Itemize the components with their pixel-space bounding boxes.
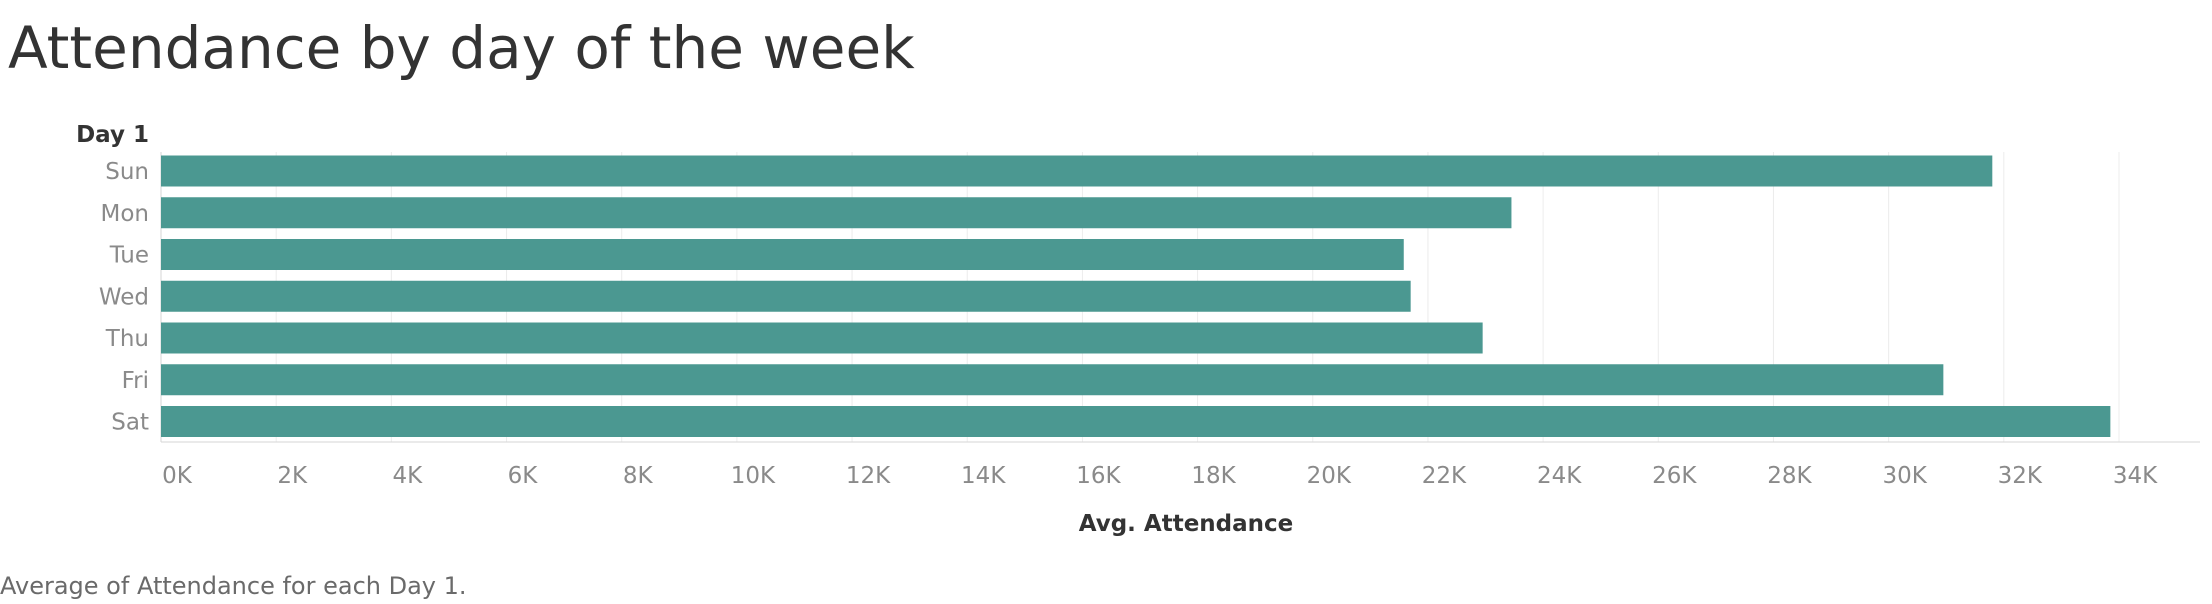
x-tick-label: 22K <box>1422 463 1467 489</box>
dimension-title: Day 1 <box>76 122 149 148</box>
x-tick-label: 8K <box>623 463 654 489</box>
bar-thu[interactable] <box>161 322 1483 354</box>
x-tick-label: 26K <box>1652 463 1697 489</box>
bars <box>161 155 2111 437</box>
x-tick-label: 0K <box>162 463 193 489</box>
x-tick-label: 2K <box>277 463 308 489</box>
category-labels: Sun Mon Tue Wed Thu Fri Sat <box>99 159 149 436</box>
bar-chart: Sun Mon Tue Wed Thu Fri Sat 0K 2K 4K 6K 8K 10K 12K 14… <box>76 122 2200 537</box>
x-tick-label: 30K <box>1882 463 1927 489</box>
bar-mon[interactable] <box>161 197 1512 229</box>
category-label-thu: Thu <box>105 326 149 352</box>
x-tick-label: 12K <box>846 463 891 489</box>
category-label-fri: Fri <box>122 368 149 394</box>
chart-title: Attendance by day of the week <box>8 14 915 82</box>
x-tick-label: 10K <box>731 463 776 489</box>
x-tick-label: 16K <box>1076 463 1121 489</box>
x-tick-labels: 0K 2K 4K 6K 8K 10K 12K 14K 16K 18K 20K 22K 24K 26K 28K… <box>162 463 2158 489</box>
x-tick-label: 18K <box>1191 463 1236 489</box>
category-label-mon: Mon <box>101 201 150 227</box>
category-label-tue: Tue <box>109 243 149 269</box>
x-tick-label: 6K <box>508 463 539 489</box>
bar-sun[interactable] <box>161 155 1993 187</box>
bar-tue[interactable] <box>161 239 1404 270</box>
x-tick-label: 24K <box>1537 463 1582 489</box>
x-tick-label: 34K <box>2113 463 2158 489</box>
x-tick-label: 4K <box>392 463 423 489</box>
x-axis-title: Avg. Attendance <box>1079 511 1294 537</box>
bar-sat[interactable] <box>161 406 2111 437</box>
x-tick-label: 28K <box>1767 463 1812 489</box>
x-tick-label: 32K <box>1998 463 2043 489</box>
chart-caption: Average of Attendance for each Day 1. <box>0 572 467 600</box>
category-label-sun: Sun <box>105 159 149 185</box>
bar-wed[interactable] <box>161 280 1411 312</box>
category-label-wed: Wed <box>99 284 149 310</box>
x-tick-label: 14K <box>961 463 1006 489</box>
category-label-sat: Sat <box>111 410 149 436</box>
bar-fri[interactable] <box>161 364 1944 396</box>
x-tick-label: 20K <box>1307 463 1352 489</box>
